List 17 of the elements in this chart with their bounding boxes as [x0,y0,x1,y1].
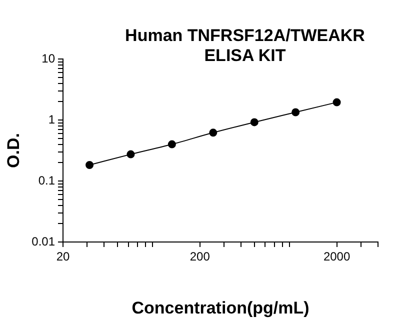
y-tick-label: 0.1 [38,173,56,188]
y-tick-label: 1 [48,112,56,126]
point [209,128,218,137]
y-tick-label: 10 [42,51,56,66]
x-tick-label: 200 [190,250,210,264]
x-axis-title: Concentration(pg/mL) [132,298,310,318]
x-tick-label: 20 [56,250,70,264]
x-tick-label: 2000 [323,250,350,264]
point [86,160,94,169]
y-tick-label: 0.01 [32,234,56,248]
chart-title: Human TNFRSF12A/TWEAKR ELISA KIT [124,26,366,66]
point [126,150,135,158]
point [250,118,258,126]
point [292,108,300,116]
y-axis-title: O.D. [4,133,23,168]
point [168,140,176,148]
point [332,98,341,106]
